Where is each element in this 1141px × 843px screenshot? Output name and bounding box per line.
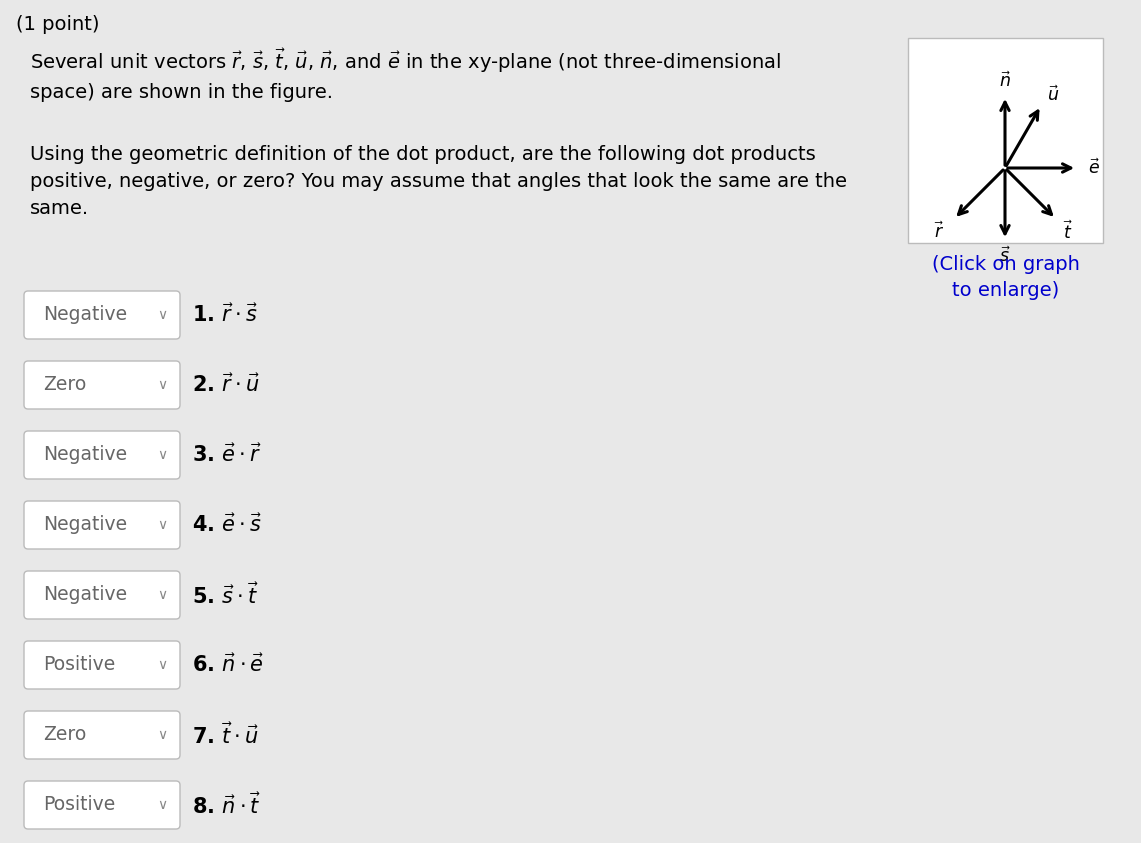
Text: (Click on graph
to enlarge): (Click on graph to enlarge) [931, 255, 1079, 300]
Text: ∨: ∨ [157, 728, 167, 742]
Text: 5. $\vec{s} \cdot \vec{t}$: 5. $\vec{s} \cdot \vec{t}$ [192, 583, 259, 608]
Text: ∨: ∨ [157, 798, 167, 812]
Text: 8. $\vec{n} \cdot \vec{t}$: 8. $\vec{n} \cdot \vec{t}$ [192, 792, 261, 818]
Text: $\vec{r}$: $\vec{r}$ [933, 222, 945, 242]
Text: Negative: Negative [43, 586, 127, 604]
Text: 1. $\vec{r} \cdot \vec{s}$: 1. $\vec{r} \cdot \vec{s}$ [192, 303, 258, 326]
Text: $\vec{e}$: $\vec{e}$ [1087, 158, 1100, 178]
Text: Zero: Zero [43, 375, 87, 395]
Text: ∨: ∨ [157, 518, 167, 532]
FancyBboxPatch shape [24, 291, 180, 339]
Text: ∨: ∨ [157, 378, 167, 392]
Text: ∨: ∨ [157, 448, 167, 462]
Text: ∨: ∨ [157, 658, 167, 672]
Text: $\vec{t}$: $\vec{t}$ [1062, 221, 1074, 243]
FancyBboxPatch shape [24, 431, 180, 479]
FancyBboxPatch shape [24, 781, 180, 829]
Text: 2. $\vec{r} \cdot \vec{u}$: 2. $\vec{r} \cdot \vec{u}$ [192, 373, 260, 396]
Text: ∨: ∨ [157, 308, 167, 322]
FancyBboxPatch shape [24, 361, 180, 409]
Text: Positive: Positive [43, 656, 115, 674]
Text: $\vec{n}$: $\vec{n}$ [998, 71, 1011, 91]
Text: 7. $\vec{t} \cdot \vec{u}$: 7. $\vec{t} \cdot \vec{u}$ [192, 722, 259, 748]
Text: $\vec{u}$: $\vec{u}$ [1046, 86, 1059, 105]
Text: Negative: Negative [43, 445, 127, 464]
FancyBboxPatch shape [24, 641, 180, 689]
FancyBboxPatch shape [24, 711, 180, 759]
Text: 6. $\vec{n} \cdot \vec{e}$: 6. $\vec{n} \cdot \vec{e}$ [192, 653, 265, 676]
Text: (1 point): (1 point) [16, 15, 99, 34]
Text: 4. $\vec{e} \cdot \vec{s}$: 4. $\vec{e} \cdot \vec{s}$ [192, 513, 262, 536]
Text: $\vec{s}$: $\vec{s}$ [1000, 246, 1011, 266]
Text: Positive: Positive [43, 796, 115, 814]
FancyBboxPatch shape [24, 571, 180, 619]
Text: ∨: ∨ [157, 588, 167, 602]
Text: Zero: Zero [43, 726, 87, 744]
Text: Negative: Negative [43, 516, 127, 534]
Text: 3. $\vec{e} \cdot \vec{r}$: 3. $\vec{e} \cdot \vec{r}$ [192, 443, 261, 466]
Text: Negative: Negative [43, 305, 127, 325]
FancyBboxPatch shape [24, 501, 180, 549]
Text: Using the geometric definition of the dot product, are the following dot product: Using the geometric definition of the do… [30, 145, 847, 218]
FancyBboxPatch shape [908, 38, 1103, 243]
Text: Several unit vectors $\vec{r}$, $\vec{s}$, $\vec{t}$, $\vec{u}$, $\vec{n}$, and : Several unit vectors $\vec{r}$, $\vec{s}… [30, 47, 782, 103]
